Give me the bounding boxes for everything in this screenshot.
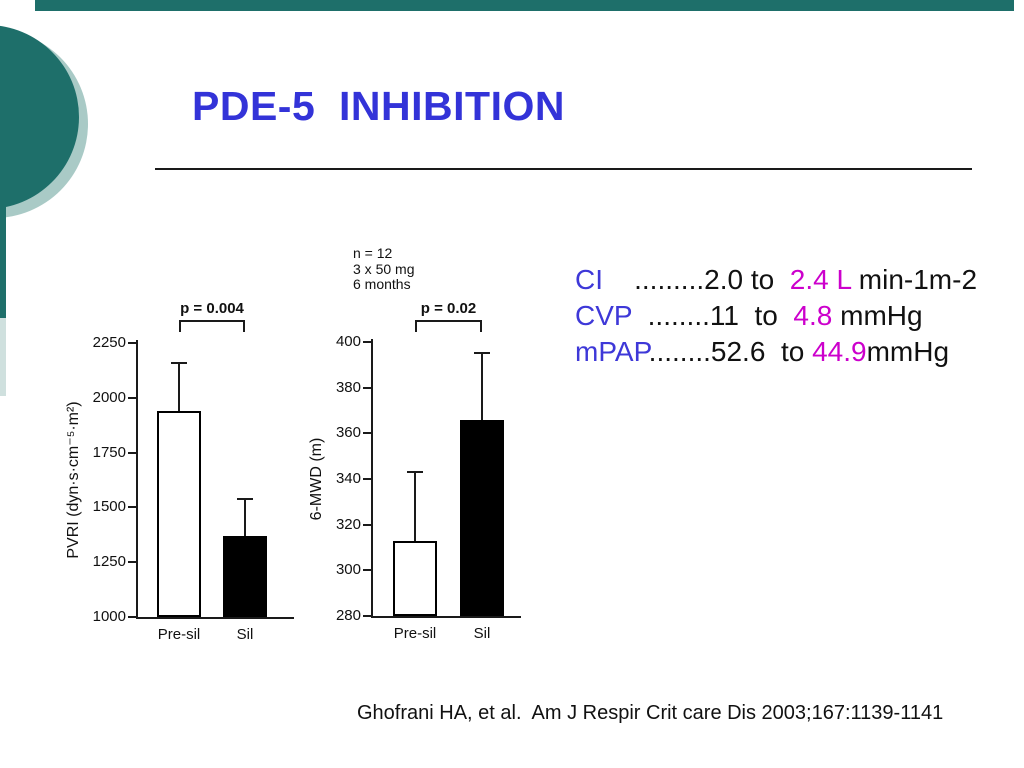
error-cap: [237, 497, 253, 500]
y-tick: [128, 506, 137, 509]
y-tick-label: 2000: [92, 388, 126, 406]
bar-pre-sil: [393, 540, 437, 616]
annotation-line: 6 months: [353, 276, 411, 292]
y-tick-label: 1000: [92, 608, 126, 625]
p-value-label: p = 0.004: [180, 300, 244, 317]
error-cap: [407, 471, 423, 474]
sig-bracket-leg: [243, 320, 245, 332]
results-segment-blue: mPAP: [575, 336, 649, 367]
slide-title: PDE-5 INHIBITION: [192, 83, 565, 129]
y-tick-label: 320: [335, 515, 361, 533]
error-cap: [171, 361, 187, 364]
y-tick: [363, 569, 372, 572]
y-axis-label: 6-MWD (m): [308, 437, 325, 521]
y-tick-label: 1750: [92, 443, 126, 461]
results-segment-black: mmHg: [832, 300, 923, 331]
error-line: [178, 362, 180, 411]
x-category-label: Sil: [473, 625, 491, 642]
y-tick: [363, 478, 372, 480]
y-tick: [128, 451, 137, 454]
y-tick-label: 300: [335, 561, 361, 579]
y-tick: [363, 523, 372, 526]
x-category-label: Pre-sil: [393, 625, 437, 642]
left-edge-strip-light: [0, 318, 6, 396]
x-axis: [136, 617, 294, 619]
bar-sil: [460, 419, 504, 616]
results-segment-magenta: 2.4 L: [789, 264, 851, 295]
y-tick: [363, 341, 372, 343]
left-edge-strip: [0, 207, 6, 318]
sig-bracket-leg: [480, 320, 482, 332]
y-tick-label: 380: [335, 378, 361, 396]
error-line: [481, 353, 483, 420]
results-segment-black: ........52.6 to: [648, 336, 813, 367]
top-accent-bar: [35, 0, 1014, 11]
results-line: mPAP........52.6 to 44.9mmHg: [575, 334, 977, 370]
results-line: CI .........2.0 to 2.4 L min-1m-2: [575, 262, 977, 298]
title-underline: [155, 168, 972, 170]
y-axis-label: PVRI (dyn·s·cm⁻⁵·m²): [65, 401, 82, 559]
y-tick: [128, 616, 137, 618]
results-segment-blue: CVP: [575, 300, 633, 331]
y-tick: [363, 615, 372, 617]
y-tick: [363, 432, 372, 435]
results-segment-magenta: 44.9: [812, 336, 867, 367]
bar-sil: [223, 535, 267, 617]
results-line: CVP ........11 to 4.8 mmHg: [575, 298, 977, 334]
y-tick-label: 2250: [92, 334, 126, 351]
hemodynamic-results-text: CI .........2.0 to 2.4 L min-1m-2 CVP ...…: [575, 262, 977, 370]
annotation-line: 3 x 50 mg: [353, 260, 415, 277]
y-tick: [128, 396, 137, 399]
y-tick-label: 1500: [92, 498, 126, 516]
sig-bracket: [179, 320, 245, 322]
x-axis: [371, 616, 521, 618]
y-tick-label: 360: [335, 424, 361, 442]
results-segment-black: min-1m-2: [851, 264, 978, 295]
y-axis: [136, 340, 138, 619]
y-tick-label: 400: [335, 333, 361, 350]
y-tick: [128, 342, 137, 344]
y-tick: [128, 561, 137, 564]
y-tick-label: 340: [335, 470, 361, 487]
sig-bracket-leg: [179, 320, 181, 332]
results-segment-blue: CI: [575, 264, 603, 295]
bar-pre-sil: [157, 410, 201, 617]
error-cap: [474, 352, 490, 355]
y-tick: [363, 386, 372, 389]
error-line: [244, 498, 246, 536]
results-segment-black: ........11 to: [632, 300, 794, 331]
results-segment-black: .........2.0 to: [603, 264, 790, 295]
sig-bracket: [415, 320, 482, 322]
x-category-label: Sil: [236, 626, 254, 643]
results-segment-black: mmHg: [866, 336, 950, 367]
results-segment-magenta: 4.8: [793, 300, 833, 331]
y-tick-label: 280: [335, 607, 361, 624]
sig-bracket-leg: [415, 320, 417, 332]
y-axis: [371, 339, 373, 618]
p-value-label: p = 0.02: [420, 300, 477, 317]
x-category-label: Pre-sil: [157, 626, 201, 643]
error-line: [414, 472, 416, 541]
citation: Ghofrani HA, et al. Am J Respir Crit car…: [357, 702, 944, 724]
annotation-line: n = 12: [353, 245, 393, 261]
y-tick-label: 1250: [92, 553, 126, 571]
